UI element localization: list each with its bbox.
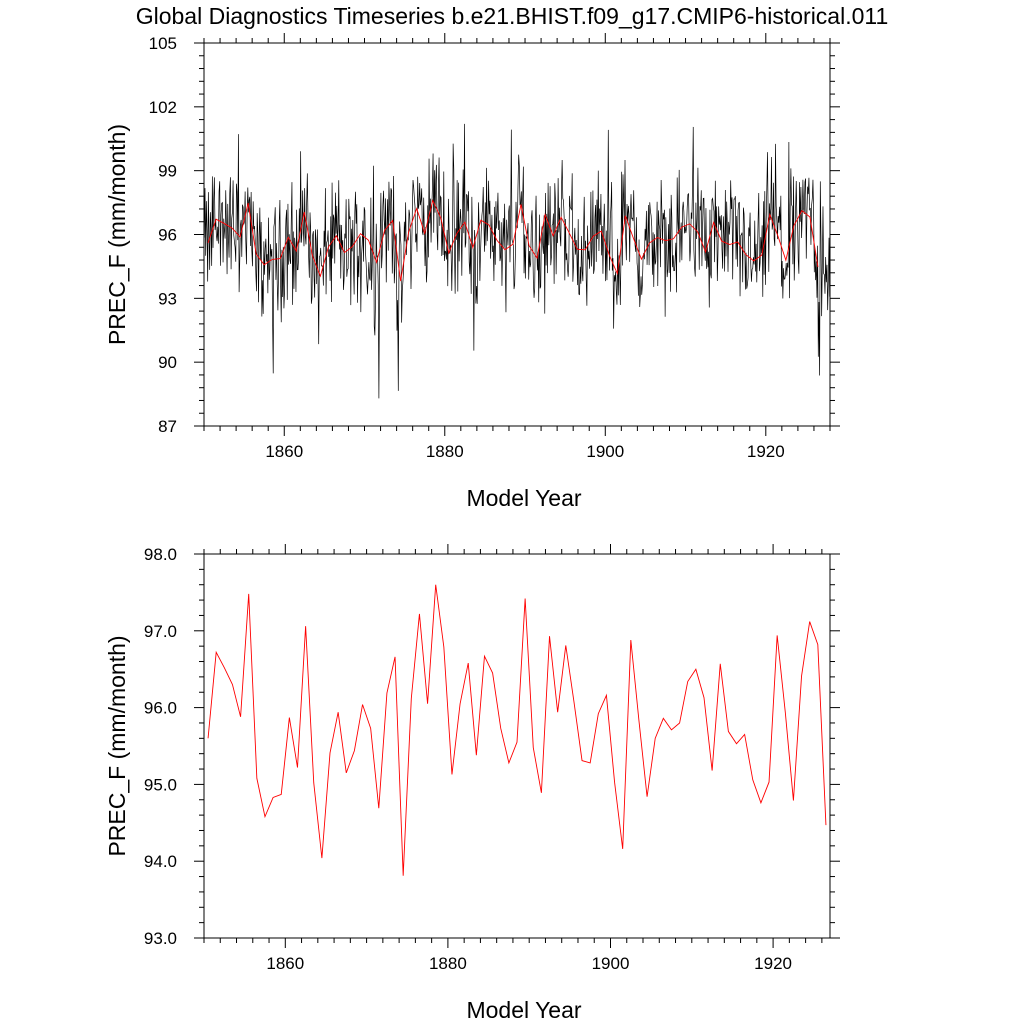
x-tick-label: 1900 — [592, 954, 630, 973]
x-axis-title: Model Year — [466, 997, 581, 1023]
page-title: Global Diagnostics Timeseries b.e21.BHIS… — [135, 3, 889, 29]
x-tick-label: 1880 — [429, 954, 467, 973]
x-axis-title: Model Year — [466, 485, 581, 511]
x-tick-label: 1860 — [265, 442, 303, 461]
y-tick-label: 96 — [158, 226, 177, 245]
annual-series-line — [207, 199, 819, 282]
y-tick-label: 94.0 — [144, 852, 177, 871]
y-tick-label: 102 — [149, 98, 177, 117]
y-tick-label: 98.0 — [144, 545, 177, 564]
y-tick-label: 93 — [158, 289, 177, 308]
y-axis-title: PREC_F (mm/month) — [104, 635, 130, 856]
y-tick-label: 90 — [158, 353, 177, 372]
annual-series-line — [207, 584, 827, 876]
x-tick-label: 1920 — [754, 954, 792, 973]
y-tick-label: 99 — [158, 162, 177, 181]
x-tick-label: 1880 — [426, 442, 464, 461]
y-tick-label: 95.0 — [144, 775, 177, 794]
y-tick-label: 96.0 — [144, 699, 177, 718]
monthly-series-line — [203, 123, 831, 399]
x-tick-label: 1900 — [586, 442, 624, 461]
plot-frame — [203, 553, 831, 939]
y-tick-label: 93.0 — [144, 929, 177, 948]
y-tick-label: 97.0 — [144, 622, 177, 641]
y-tick-label: 105 — [149, 34, 177, 53]
y-tick-label: 87 — [158, 417, 177, 436]
x-tick-label: 1860 — [266, 954, 304, 973]
monthly-precip-panel: 1860 1880 1900 1920 87 90 93 96 99 102 105 Model Ye… — [104, 33, 840, 511]
y-axis-title: PREC_F (mm/month) — [104, 124, 130, 345]
x-tick-label: 1920 — [747, 442, 785, 461]
annual-precip-panel: 1860 1880 1900 1920 93.0 94.0 95.0 96.0 97.0 98.0… — [104, 544, 840, 1023]
